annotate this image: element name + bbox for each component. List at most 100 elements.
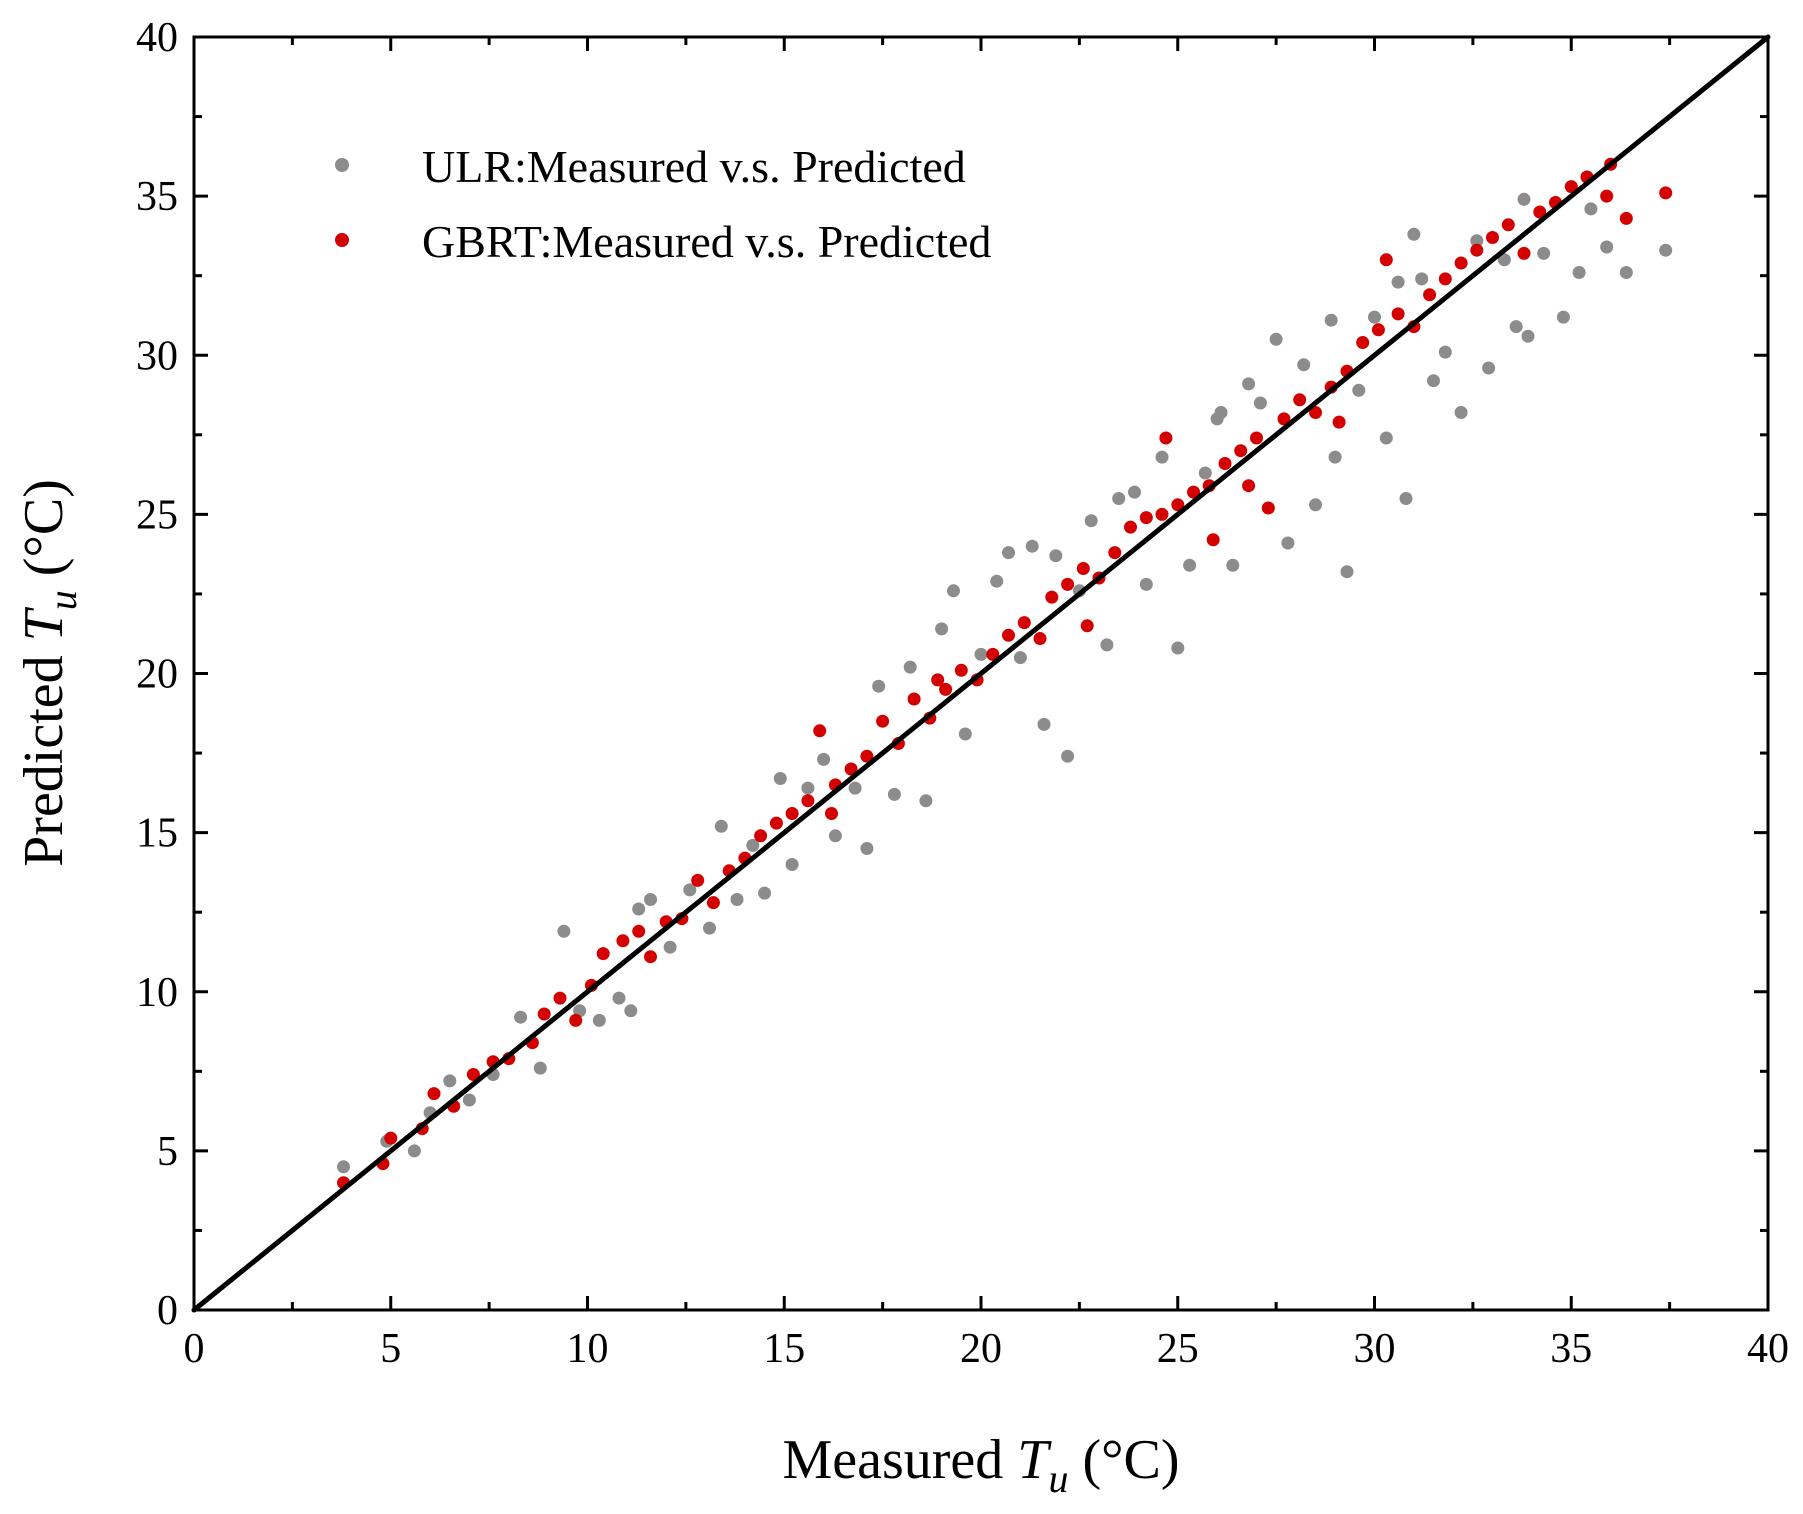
ulr-point-74 (1470, 234, 1484, 248)
y-tick-label: 30 (136, 333, 178, 379)
gbrt-point-60 (1309, 406, 1322, 419)
y-tick-label: 40 (136, 15, 178, 61)
gbrt-point-69 (1438, 272, 1452, 286)
x-tick-label: 15 (763, 1326, 805, 1372)
legend: ULR:Measured v.s. Predicted GBRT:Measure… (335, 141, 991, 267)
ulr-point-65 (1352, 383, 1366, 397)
y-tick-label: 25 (136, 492, 178, 538)
gbrt-point-36 (939, 682, 953, 696)
gbrt-point-83 (1206, 533, 1220, 547)
gbrt-point-28 (813, 724, 827, 738)
ulr-point-89 (1210, 412, 1224, 426)
gbrt-point-44 (1061, 577, 1075, 591)
y-tick-label: 0 (157, 1288, 178, 1334)
ulr-point-29 (860, 842, 874, 855)
gbrt-point-43 (1045, 590, 1059, 604)
ulr-point-66 (1368, 310, 1381, 324)
ulr-point-87 (1407, 227, 1421, 241)
x-tick-label: 25 (1157, 1326, 1199, 1372)
x-tick-label: 10 (567, 1326, 609, 1372)
x-tick-labels: 0 5 10 15 20 25 30 35 40 (184, 1326, 1790, 1372)
ulr-point-17 (683, 883, 697, 897)
ulr-point-70 (1415, 272, 1429, 286)
ulr-point-48 (1112, 492, 1126, 505)
ulr-point-49 (1128, 485, 1141, 499)
y-tick-label: 35 (136, 174, 178, 220)
gbrt-point-81 (1619, 211, 1633, 225)
gbrt-point-73 (1501, 218, 1515, 232)
gbrt-point-41 (1017, 616, 1031, 630)
ulr-point-24 (785, 858, 799, 871)
gbrt-point-66 (1391, 307, 1405, 321)
ulr-point-46 (1084, 514, 1098, 528)
gbrt-point-77 (1564, 180, 1578, 194)
ulr-point-71 (1427, 374, 1440, 388)
gbrt-point-4 (427, 1087, 441, 1101)
ulr-point-51 (1155, 450, 1169, 464)
ulr-point-42 (1037, 717, 1051, 731)
gbrt-point-86 (1242, 479, 1256, 493)
gbrt-point-49 (1139, 511, 1153, 525)
gbrt-point-14 (596, 947, 610, 961)
gbrt-point-31 (860, 749, 874, 763)
legend-label-gbrt: GBRT:Measured v.s. Predicted (422, 216, 991, 267)
ulr-point-62 (1309, 498, 1322, 512)
gbrt-point-16 (632, 924, 646, 938)
gbrt-point-88 (825, 807, 838, 820)
ulr-point-59 (1269, 332, 1283, 346)
gbrt-point-89 (931, 673, 945, 687)
gbrt-point-20 (691, 873, 705, 887)
gbrt-point-70 (1454, 256, 1468, 270)
y-tick-label: 5 (157, 1129, 178, 1175)
ulr-point-11 (592, 1013, 606, 1027)
x-tick-label: 5 (380, 1326, 401, 1372)
gbrt-point-63 (1356, 336, 1370, 349)
ulr-point-54 (1198, 466, 1212, 480)
ulr-point-76 (1497, 253, 1511, 267)
ulr-point-40 (1013, 651, 1027, 665)
ticks-layer (192, 35, 1770, 1312)
gbrt-point-40 (1002, 628, 1015, 642)
gbrt-point-15 (616, 934, 630, 948)
x-tick-label: 35 (1550, 1326, 1592, 1372)
ulr-point-26 (817, 752, 831, 766)
y-tick-label: 10 (136, 970, 178, 1016)
ulr-point-27 (828, 829, 842, 843)
ulr-point-77 (1509, 320, 1523, 334)
gbrt-point-45 (1076, 562, 1090, 575)
ulr-point-23 (773, 772, 787, 785)
y-tick-labels: 0 5 10 15 20 25 30 35 40 (136, 15, 178, 1334)
gbrt-point-39 (986, 647, 1000, 661)
gbrt-point-57 (1261, 501, 1275, 515)
ulr-point-88 (1328, 450, 1342, 464)
ulr-point-56 (1226, 558, 1240, 572)
ulr-point-7 (514, 1010, 528, 1024)
gbrt-point-65 (1379, 253, 1393, 267)
gbrt-point-42 (1033, 632, 1047, 645)
ulr-point-14 (632, 902, 646, 916)
gbrt-point-74 (1517, 246, 1531, 260)
gbrt-point-87 (1332, 415, 1346, 429)
ulr-point-50 (1139, 577, 1153, 591)
gbrt-point-37 (954, 663, 968, 677)
ulr-point-44 (1061, 749, 1075, 763)
ulr-point-35 (947, 584, 960, 598)
ulr-point-81 (1572, 266, 1586, 279)
ulr-point-53 (1183, 558, 1197, 572)
gbrt-point-55 (1234, 444, 1248, 458)
ulr-point-36 (958, 727, 972, 741)
ulr-point-52 (1171, 641, 1185, 655)
legend-label-ulr: ULR:Measured v.s. Predicted (422, 141, 966, 192)
x-tick-label: 20 (960, 1326, 1002, 1372)
ulr-point-22 (758, 886, 772, 900)
ulr-point-32 (903, 660, 917, 674)
ulr-point-38 (990, 574, 1004, 588)
ulr-point-4 (443, 1074, 457, 1088)
gbrt-point-34 (907, 692, 921, 706)
ulr-point-41 (1025, 539, 1039, 553)
gbrt-point-47 (1108, 546, 1122, 560)
ulr-point-80 (1556, 310, 1570, 324)
gbrt-point-79 (1600, 189, 1614, 203)
legend-marker-gbrt (335, 233, 349, 247)
gbrt-point-25 (769, 816, 783, 830)
